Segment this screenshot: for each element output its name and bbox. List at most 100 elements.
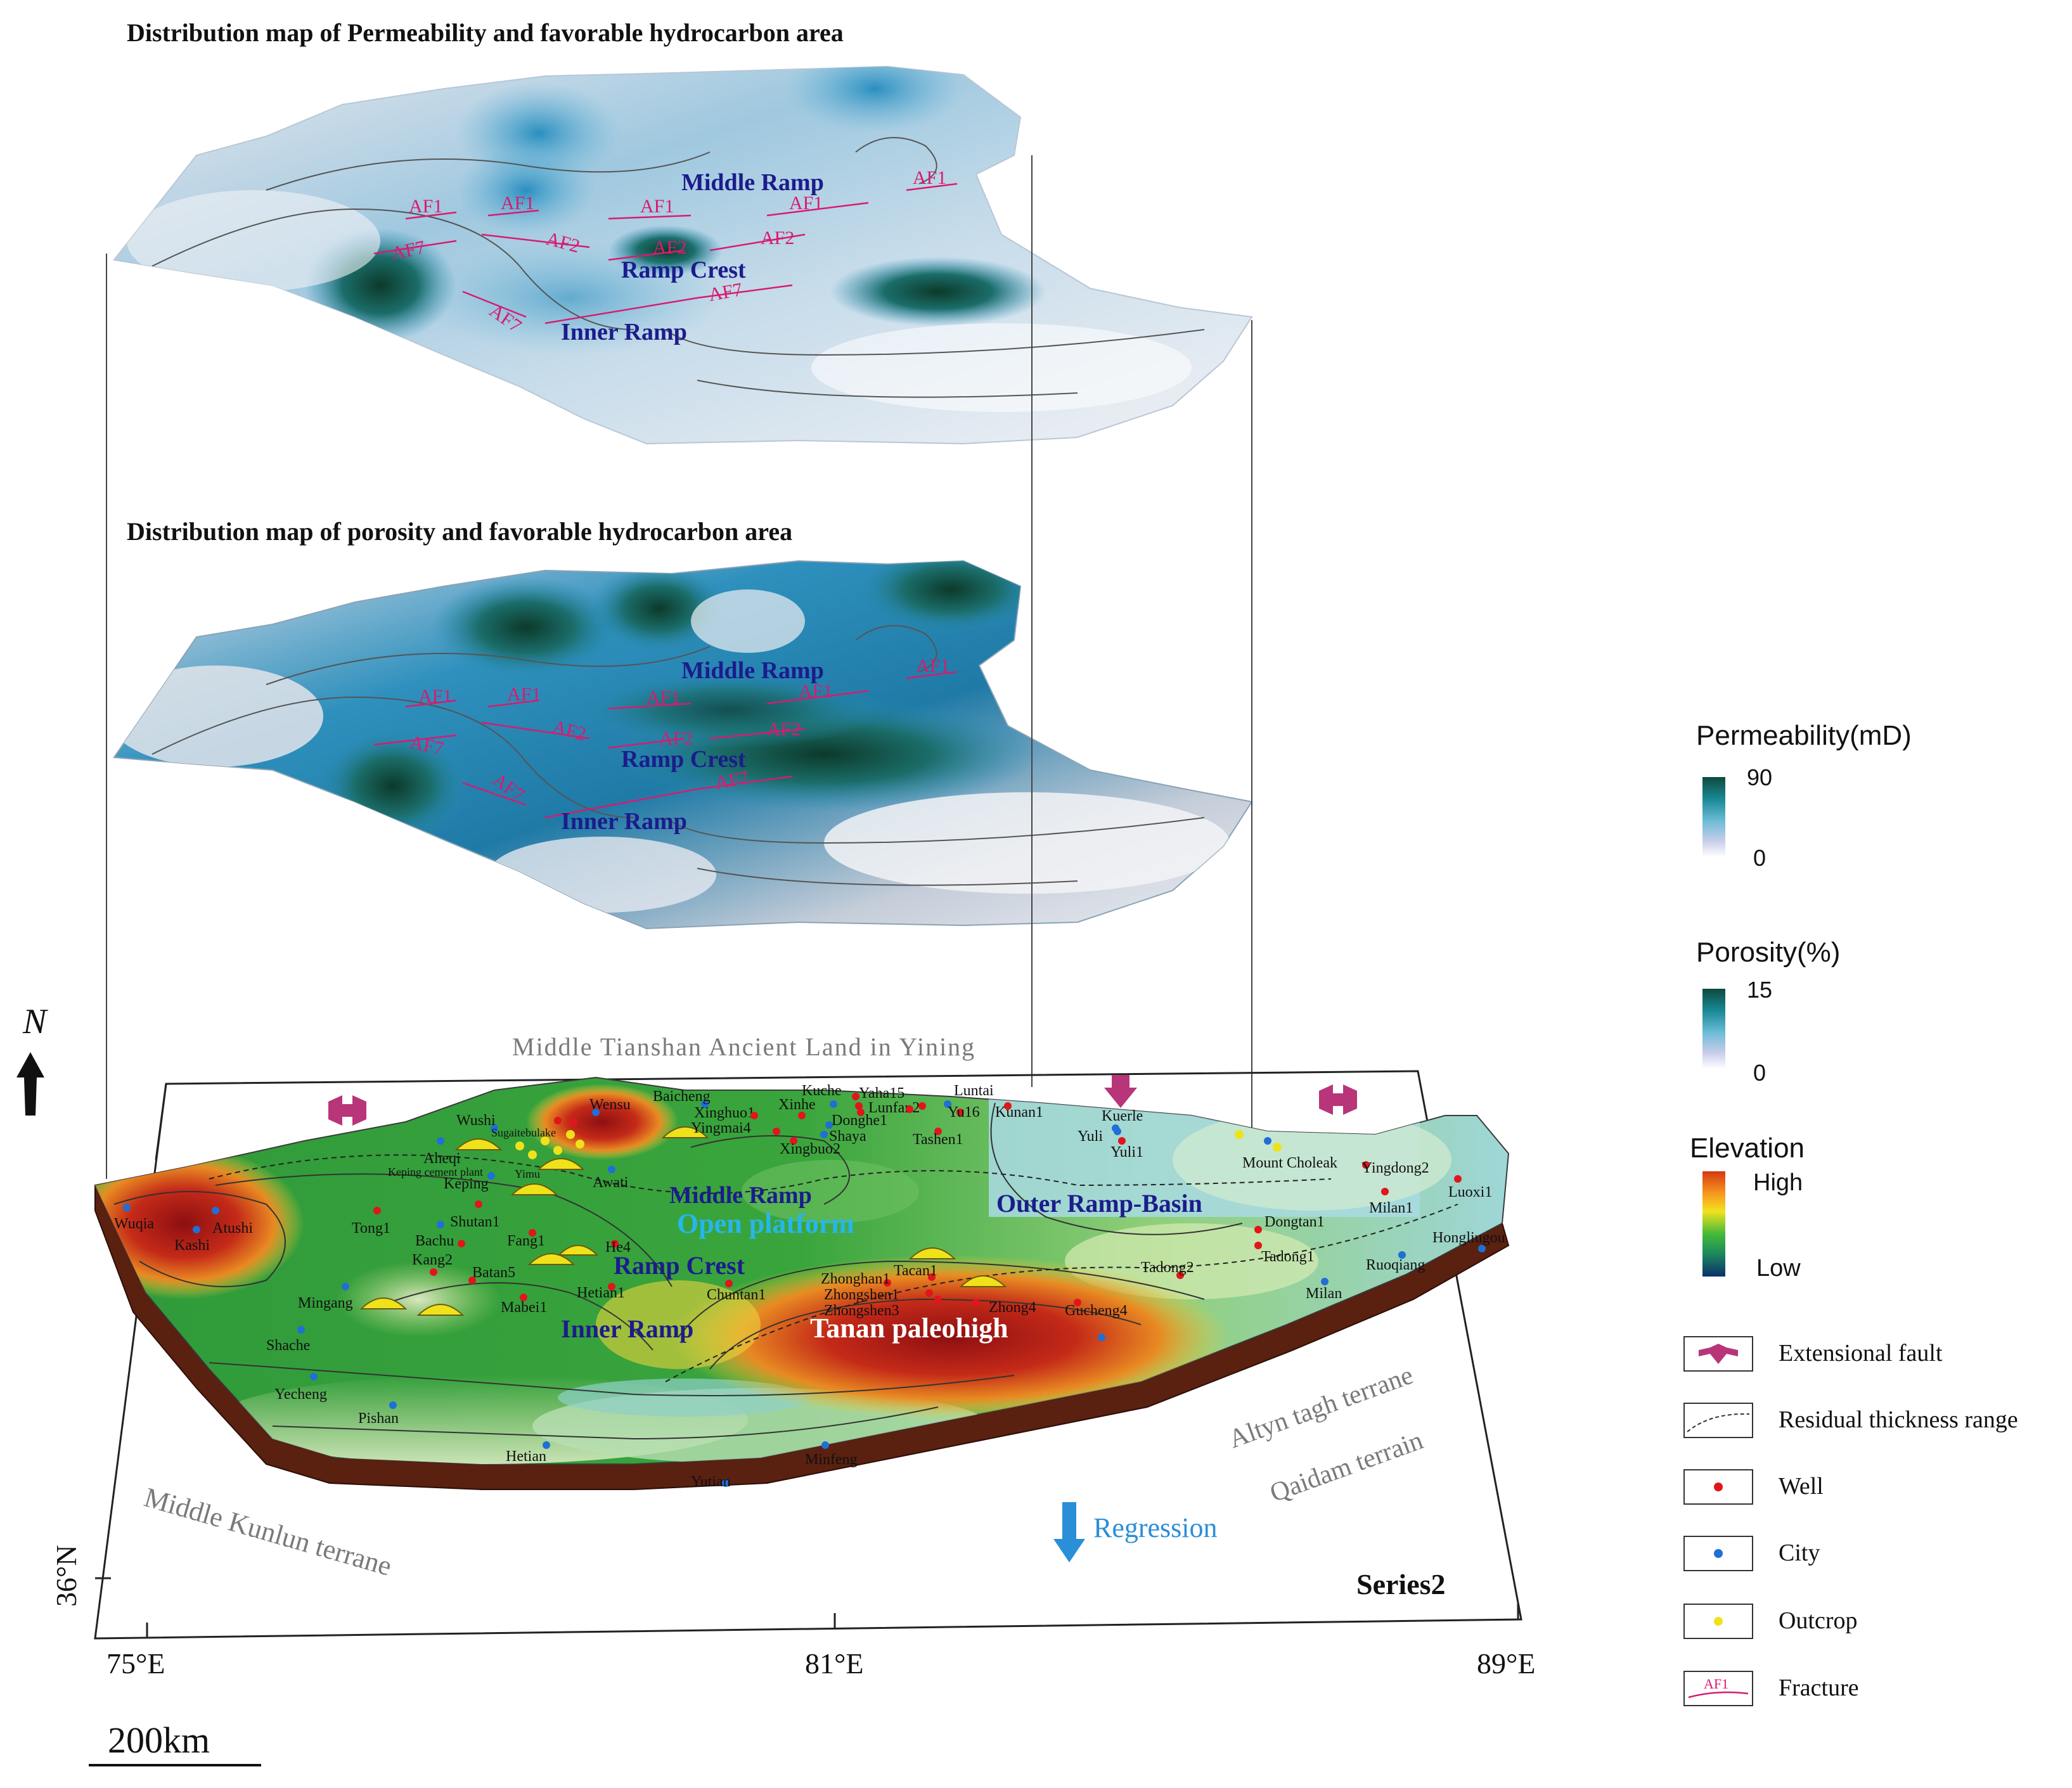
place-yecheng: Yecheng [274,1386,327,1403]
porosity-min: 0 [1753,1060,1766,1086]
place-dongtan1: Dongtan1 [1264,1214,1325,1230]
place-kunan1: Kunan1 [995,1104,1043,1121]
place-yingmai4: Yingmai4 [691,1120,751,1136]
poro-fracture-af1-e: AF1 [916,655,949,676]
place-yimu: Yimu [515,1167,540,1180]
outcrop-mounds [359,1126,1007,1316]
permeability-max: 90 [1747,764,1773,790]
porosity-map-title: Distribution map of porosity and favorab… [127,517,793,546]
legend-city-label: City [1779,1540,1820,1566]
regression-arrow [1053,1502,1085,1562]
city-dot-icon [1714,1549,1723,1558]
place-mount-choleak: Mount Choleak [1242,1155,1337,1171]
place-yaha15: Yaha15 [859,1085,904,1102]
permeability-map: AF1 AF1 AF1 AF1 AF1 AF7 AF2 AF2 AF2 AF7 … [113,65,1253,445]
legend-elevation-title: Elevation [1690,1133,1805,1164]
place-aheqi: Aheqi [423,1150,461,1167]
place-baicheng: Baicheng [653,1088,711,1105]
place-tadong2: Tadong2 [1141,1259,1194,1276]
legend-outcrop-label: Outcrop [1779,1607,1858,1634]
legend-well-label: Well [1779,1473,1824,1500]
place-batan5: Batan5 [472,1264,515,1281]
place-wushi: Wushi [456,1112,496,1129]
legend-permeability-title: Permeability(mD) [1696,720,1912,751]
base-facies-middle-ramp: Middle Ramp [669,1182,812,1209]
outcrop-dot-icon [1714,1617,1723,1626]
longitude-81: 81°E [805,1647,864,1680]
place-yutian: Yutian [691,1474,731,1490]
perm-facies-ramp-crest: Ramp Crest [621,257,746,283]
porosity-max: 15 [1747,977,1773,1003]
place-tong1: Tong1 [352,1220,390,1237]
place-kuche: Kuche [802,1083,842,1099]
place-wuqia: Wuqia [114,1216,154,1232]
place-xinhe: Xinhe [778,1097,816,1113]
legend-fracture-sample: AF1 [1704,1676,1728,1692]
place-keping-cement: Keping cement plant [388,1166,483,1178]
place-awati: Awati [593,1174,629,1191]
place-sugaitebulake: Sugaitebulake [491,1126,556,1139]
poro-fracture-af1-c: AF1 [647,687,680,708]
base-tanan-paleohigh: Tanan paleohigh [810,1313,1008,1344]
place-kashi: Kashi [174,1237,210,1254]
place-ruoqiang: Ruoqiang [1366,1257,1425,1273]
dashed-line-icon [1687,1413,1750,1432]
place-mingang: Mingang [298,1295,353,1311]
place-zhongshen1: Zhongshen1 [824,1287,899,1303]
map-figure: AF1 AF1 AF1 AF1 AF1 AF7 AF2 AF2 AF2 AF7 … [16,65,1536,1766]
legend-outcrop-box [1683,1604,1753,1639]
perm-fracture-af1-c: AF1 [640,196,674,217]
perm-fracture-af2-c: AF2 [761,228,794,248]
poro-fracture-af1-d: AF1 [799,681,832,702]
place-mabei1: Mabei1 [501,1299,547,1316]
permeability-min: 0 [1753,845,1766,871]
perm-fracture-af2-b: AF2 [653,237,686,258]
place-gucheng4: Gucheng4 [1065,1302,1128,1319]
place-shutan1: Shutan1 [450,1214,500,1230]
place-zhong4: Zhong4 [989,1299,1036,1316]
place-yuli: Yuli [1078,1128,1103,1145]
place-luoxi1: Luoxi1 [1448,1184,1492,1200]
regression-label: Regression [1093,1512,1218,1543]
perm-fracture-af1-b: AF1 [501,193,534,214]
place-luntai: Luntai [954,1083,994,1099]
axis-ticks [95,1577,1519,1638]
outcrop-points [515,1130,1282,1159]
place-he4: He4 [605,1239,631,1256]
base-facies-ramp-crest: Ramp Crest [614,1251,745,1280]
base-facies-inner-ramp: Inner Ramp [561,1315,693,1343]
legend-fracture-box: AF1 [1683,1671,1753,1706]
place-zhonghan1: Zhonghan1 [821,1271,890,1287]
legend-residual-thickness-box [1683,1403,1753,1438]
porosity-color-ramp [1702,989,1725,1069]
place-labels: Wuqia Atushi Kashi Tong1 Bachu Kang2 Bat… [114,1083,1505,1490]
poro-fracture-af1-a: AF1 [418,686,452,707]
place-zhongshen3: Zhongshen3 [824,1302,899,1319]
legend-residual-thickness-label: Residual thickness range [1779,1406,2018,1433]
place-hetian: Hetian [506,1448,546,1465]
place-yingdong: Yingdong2 [1361,1160,1429,1176]
north-arrow: N [16,1002,48,1116]
perm-facies-inner-ramp: Inner Ramp [561,319,687,345]
place-chuntan1: Chuntan1 [707,1287,766,1303]
place-xinghuo1: Xinghuo1 [694,1105,755,1121]
place-pishan: Pishan [358,1410,399,1427]
place-yu16: Yu16 [948,1104,980,1121]
elevation-high: High [1753,1169,1803,1196]
perm-fracture-af1-d: AF1 [789,193,823,214]
poro-fracture-af2-b: AF2 [659,728,693,749]
elevation-low: Low [1756,1255,1801,1282]
poro-facies-inner-ramp: Inner Ramp [561,808,687,835]
legend-porosity-title: Porosity(%) [1696,937,1841,968]
poro-facies-ramp-crest: Ramp Crest [621,746,746,773]
extensional-fault-symbols [328,1075,1357,1126]
place-atushi: Atushi [212,1220,253,1237]
place-milan1: Milan1 [1369,1200,1413,1216]
base-facies-outer-ramp-basin: Outer Ramp-Basin [996,1189,1202,1218]
perm-fracture-af1-e: AF1 [913,167,946,188]
legend-extensional-fault-label: Extensional fault [1779,1340,1943,1367]
legend-city-box [1683,1536,1753,1571]
place-shaya: Shaya [829,1128,866,1145]
place-tacan1: Tacan1 [894,1263,937,1279]
well-dot-icon [1714,1482,1723,1491]
